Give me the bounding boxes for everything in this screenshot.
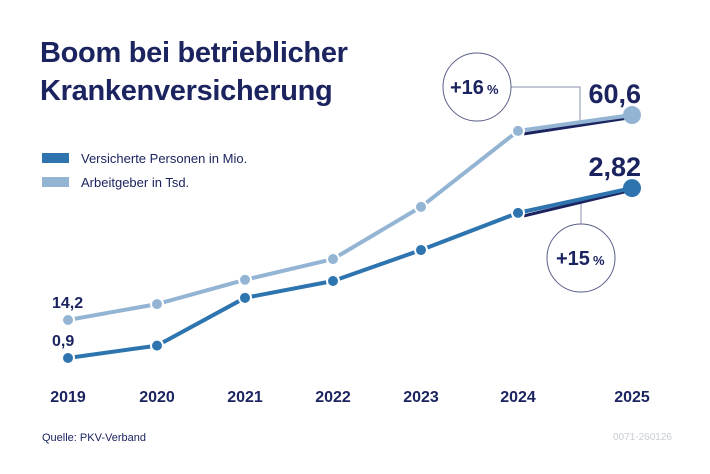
title-line-2: Krankenversicherung (40, 75, 333, 107)
legend-label-persons: Versicherte Personen in Mio. (81, 150, 248, 166)
data-point-1-2019 (61, 313, 75, 327)
data-point-1-2022 (326, 252, 340, 267)
data-point-0-2019 (61, 351, 75, 365)
callout-line-employers (505, 86, 581, 123)
graphic-code: 0071-260126 (613, 432, 672, 443)
series-line-1 (67, 113, 633, 322)
x-tick-2025: 2025 (614, 389, 650, 406)
data-point-0-2020 (150, 338, 164, 353)
callout-text-employers: +16% (450, 77, 499, 99)
data-point-1-2024 (511, 123, 525, 138)
x-tick-2019: 2019 (50, 389, 86, 406)
callout-circle-persons (546, 223, 616, 293)
x-tick-2021: 2021 (227, 389, 263, 406)
x-tick-2020: 2020 (139, 389, 175, 406)
x-tick-2022: 2022 (315, 389, 351, 406)
data-point-1-2021 (238, 272, 252, 287)
chart-title: Boom bei betrieblicher Krankenversicheru… (40, 34, 348, 110)
data-point-0-2025 (623, 179, 641, 198)
data-point-1-2020 (150, 297, 164, 312)
legend-item-persons: Versicherte Personen in Mio. (42, 146, 247, 170)
legend-label-employers: Arbeitgeber in Tsd. (81, 174, 190, 190)
highlight-segment-0 (523, 189, 629, 218)
series-line-0 (67, 186, 633, 360)
end-label-1: 60,6 (588, 79, 641, 109)
x-tick-2023: 2023 (403, 389, 439, 406)
data-point-1-2025 (623, 106, 641, 125)
data-point-0-2023 (414, 243, 428, 258)
highlight-segment-1 (523, 116, 629, 136)
data-point-0-2022 (326, 274, 340, 289)
callout-text-persons: +15% (556, 248, 605, 270)
start-label-0: 0,9 (52, 333, 74, 350)
legend-swatch-employers (42, 177, 69, 187)
data-point-0-2021 (238, 290, 252, 305)
data-point-0-2024 (511, 205, 525, 220)
legend: Versicherte Personen in Mio. Arbeitgeber… (42, 146, 247, 194)
data-point-1-2023 (414, 199, 428, 214)
legend-swatch-persons (42, 153, 69, 163)
start-label-1: 14,2 (52, 295, 83, 312)
x-tick-2024: 2024 (500, 389, 536, 406)
callout-circle-employers (442, 52, 512, 122)
end-label-0: 2,82 (588, 152, 641, 182)
legend-item-employers: Arbeitgeber in Tsd. (42, 170, 247, 194)
title-line-1: Boom bei betrieblicher (40, 37, 348, 69)
source-note: Quelle: PKV-Verband (42, 432, 146, 444)
